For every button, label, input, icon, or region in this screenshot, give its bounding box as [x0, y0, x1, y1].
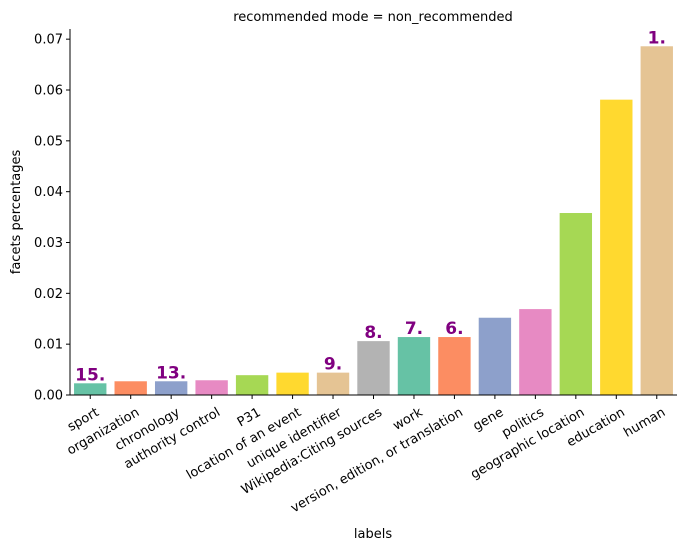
- y-tick-label: 0.01: [34, 338, 63, 353]
- bars-group: [74, 46, 673, 396]
- bar-location-of-an-event: [276, 372, 309, 395]
- bar-politics: [519, 309, 552, 395]
- rank-annotation: 6.: [445, 319, 463, 339]
- bar-unique-identifier: [316, 372, 350, 395]
- y-tick-label: 0.06: [34, 84, 63, 99]
- bar-chronology: [154, 381, 188, 395]
- y-tick-label: 0.07: [34, 33, 63, 48]
- y-tick-label: 0.00: [34, 389, 63, 404]
- bar-version-edition-or-translation: [438, 337, 471, 395]
- chart-title: recommended mode = non_recommended: [233, 10, 513, 25]
- x-axis-title: labels: [354, 527, 392, 542]
- y-axis-title: facets percentages: [9, 150, 24, 275]
- bar-authority-control: [195, 380, 228, 395]
- rank-annotation: 9.: [324, 355, 342, 375]
- rank-annotation: 7.: [405, 319, 423, 339]
- y-axis: 0.00 0.01 0.02 0.03 0.04 0.05 0.06 0.07: [34, 29, 71, 404]
- rank-annotation: 8.: [364, 323, 382, 343]
- bar-education: [600, 99, 633, 396]
- bar-human: [640, 46, 673, 396]
- y-tick-label: 0.05: [34, 134, 63, 149]
- rank-annotation: 15.: [75, 365, 105, 385]
- bar-p31: [235, 375, 269, 395]
- y-tick-label: 0.02: [34, 287, 63, 302]
- y-tick-label: 0.04: [34, 185, 63, 200]
- bar-geographic-location: [559, 213, 593, 395]
- bar-work: [397, 337, 431, 395]
- rank-annotation: 1.: [648, 28, 666, 48]
- rank-annotation: 13.: [156, 363, 186, 383]
- bar-gene: [478, 317, 512, 395]
- x-tick-label: human: [621, 405, 668, 441]
- bar-wikipedia-citing-sources: [357, 341, 390, 395]
- y-tick-label: 0.03: [34, 236, 63, 251]
- bar-sport: [74, 383, 107, 395]
- bar-organization: [114, 381, 147, 395]
- annotations-group: 15. 13. 9. 8. 7. 6. 1.: [75, 28, 666, 385]
